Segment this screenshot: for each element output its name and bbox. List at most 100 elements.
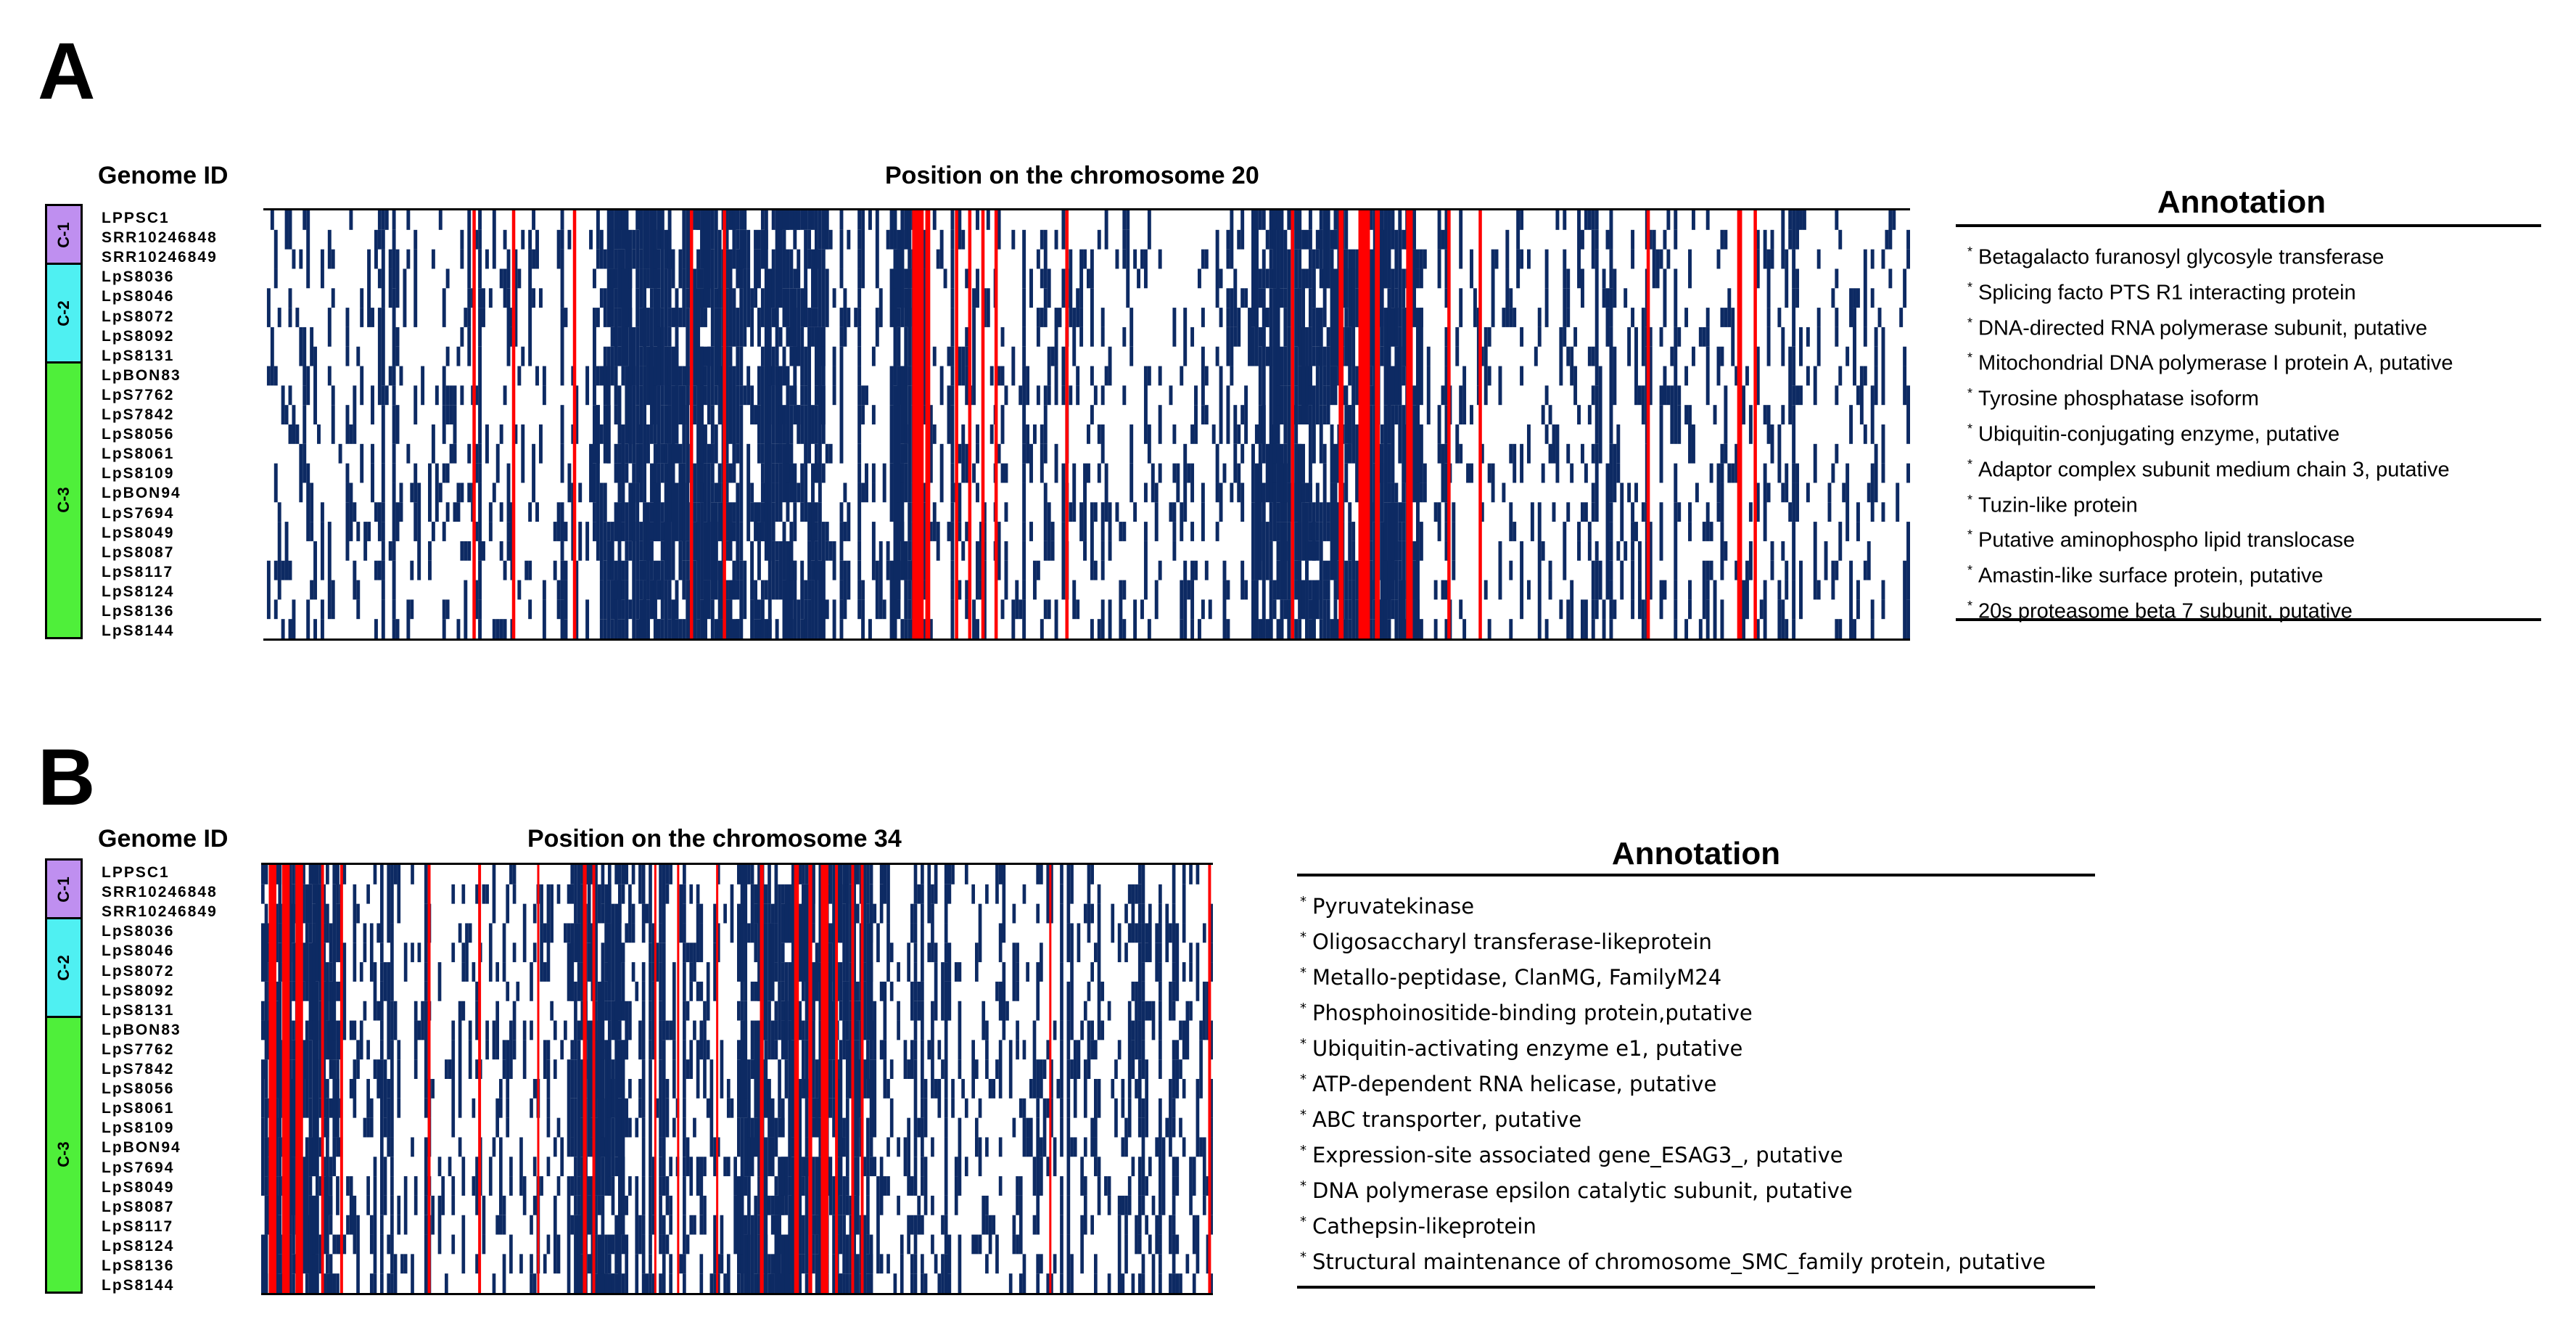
variant-cell <box>521 424 525 483</box>
variant-cell <box>475 1059 479 1079</box>
variant-cell <box>1083 1137 1087 1157</box>
variant-cell <box>524 560 529 580</box>
variant-cell <box>356 346 361 366</box>
variant-cell <box>1298 541 1302 561</box>
variant-cell <box>1127 923 1132 943</box>
variant-cell <box>750 1059 758 1079</box>
variant-cell <box>964 1098 968 1118</box>
variant-cell <box>696 210 701 230</box>
variant-cell <box>913 1040 918 1060</box>
variant-cell <box>1185 1254 1190 1274</box>
variant-cell <box>577 865 581 924</box>
variant-cell <box>1609 541 1613 561</box>
variant-cell <box>897 405 901 464</box>
variant-cell <box>607 923 612 1001</box>
variant-cell <box>599 619 604 639</box>
variant-cell <box>845 1040 853 1079</box>
variant-cell <box>397 865 401 924</box>
variant-cell <box>1114 1059 1118 1079</box>
variant-cell <box>410 483 414 503</box>
variant-cell <box>1602 268 1606 289</box>
variant-cell <box>288 1234 292 1293</box>
variant-cell <box>638 1020 642 1060</box>
variant-cell <box>665 1234 670 1255</box>
variant-cell <box>1724 308 1728 327</box>
variant-cell <box>739 288 744 347</box>
variant-cell <box>1631 522 1635 541</box>
variant-cell <box>1122 522 1127 541</box>
annotation-item: * Ubiquitin-activating enzyme e1, putativ… <box>1300 1036 1742 1061</box>
variant-cell <box>1616 541 1621 561</box>
variant-cell <box>908 619 915 639</box>
variant-cell <box>1591 599 1595 620</box>
variant-cell <box>1097 884 1101 904</box>
variant-cell <box>607 1254 612 1274</box>
annotation-text: Ubiquitin-conjugating enzyme, putative <box>1978 422 2340 446</box>
variant-cell <box>720 1040 724 1079</box>
variant-cell <box>821 249 826 327</box>
variant-cell <box>683 1040 686 1079</box>
variant-cell <box>842 1273 846 1293</box>
variant-cell <box>413 1059 418 1079</box>
variant-cell <box>913 1137 918 1157</box>
variant-cell <box>781 903 789 943</box>
variant-cell <box>1312 249 1316 269</box>
cluster-bar-c-3: C-3 <box>45 361 83 640</box>
variant-cell <box>514 424 518 444</box>
variant-cell <box>1903 346 1907 366</box>
variant-cell <box>781 884 785 904</box>
variant-cell <box>825 443 829 464</box>
variant-cell <box>1159 981 1162 1001</box>
variant-cell <box>1215 483 1219 503</box>
variant-cell <box>847 308 851 327</box>
bullet-icon: * <box>1300 1072 1306 1088</box>
variant-cell <box>628 385 633 424</box>
variant-cell <box>857 366 862 386</box>
variant-cell <box>1735 560 1739 580</box>
variant-cell <box>532 1157 537 1177</box>
variant-cell <box>1090 288 1094 347</box>
variant-cell <box>675 483 679 541</box>
variant-cell <box>845 1098 849 1177</box>
variant-cell <box>651 1215 656 1235</box>
variant-cell <box>757 1117 761 1177</box>
variant-cell <box>832 385 836 406</box>
variant-cell <box>1206 1176 1210 1196</box>
variant-cell <box>460 483 464 503</box>
variant-cell <box>1856 522 1860 541</box>
variant-cell <box>1208 599 1212 620</box>
variant-cell <box>1674 619 1678 639</box>
variant-cell <box>775 483 779 522</box>
variant-cell <box>1137 884 1142 904</box>
variant-cell <box>424 1137 428 1196</box>
variant-cell <box>1294 385 1299 424</box>
variant-cell <box>635 580 640 620</box>
variant-cell <box>683 1215 686 1255</box>
variant-cell <box>1896 483 1900 522</box>
variant-cell <box>641 1059 646 1079</box>
variant-cell <box>594 1273 601 1293</box>
variant-cell <box>369 1117 374 1138</box>
variant-cell <box>1402 405 1406 424</box>
variant-cell <box>662 1020 666 1040</box>
variant-cell <box>318 1137 323 1157</box>
variant-cell <box>390 1157 394 1177</box>
variant-cell <box>1437 443 1441 464</box>
variant-cell <box>900 366 908 424</box>
variant-cell <box>1145 1001 1148 1021</box>
variant-cell <box>1380 483 1384 522</box>
variant-cell <box>1036 1059 1040 1099</box>
variant-cell <box>750 865 754 884</box>
variant-cell <box>1022 366 1026 444</box>
variant-cell <box>646 599 650 639</box>
variant-cell <box>625 1195 629 1215</box>
variant-cell <box>716 1254 720 1274</box>
variant-cell <box>754 1195 758 1274</box>
variant-cell <box>273 560 278 580</box>
variant-cell <box>1566 443 1571 464</box>
variant-cell <box>732 502 736 522</box>
variant-cell <box>976 268 979 308</box>
genome-id-header-b: Genome ID <box>98 825 229 853</box>
variant-cell <box>1189 962 1193 982</box>
variant-cell <box>805 1157 809 1274</box>
